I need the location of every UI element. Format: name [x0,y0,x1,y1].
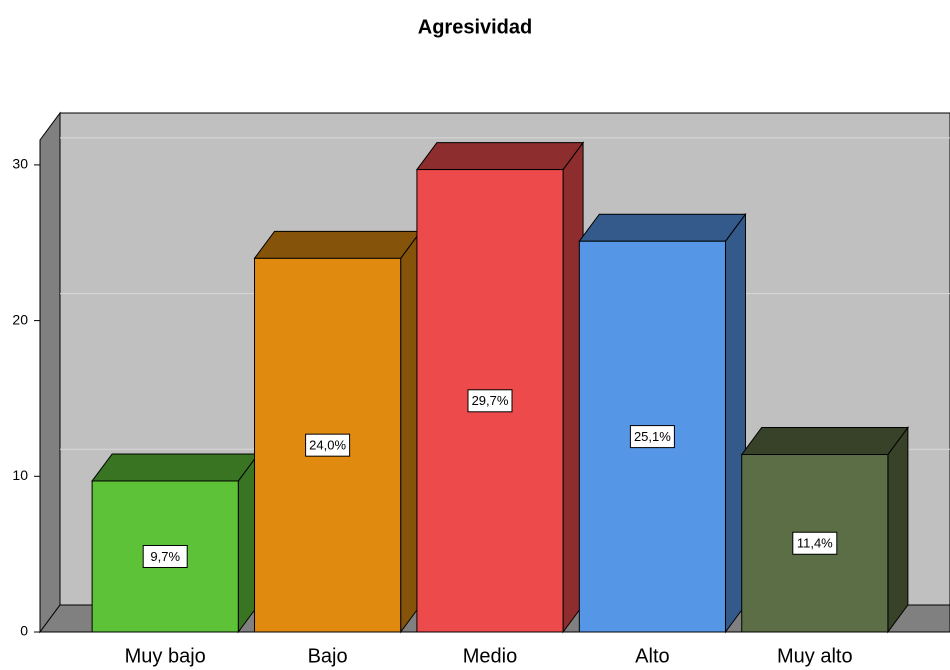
bar-top [740,427,909,456]
data-label: 29,7% [472,393,509,408]
data-label: 24,0% [309,438,346,453]
data-label-box [629,425,675,449]
data-label-box [305,433,351,457]
y-tick-label: 0 [20,623,28,639]
bar-top [91,453,260,482]
x-tick-label: Muy alto [777,645,853,667]
data-label: 9,7% [150,549,180,564]
x-tick-label: Medio [463,645,517,667]
bar-top [253,230,422,259]
y-tick-label: 10 [12,467,28,483]
data-label-box [792,531,838,555]
x-tick-label: Muy bajo [125,645,206,667]
bar-top [578,213,747,242]
y-tick-label: 30 [12,156,28,172]
bar-side [887,425,909,634]
y-tick-label: 20 [12,311,28,327]
data-label-box [142,544,188,568]
chart-title: Agresividad [418,16,532,38]
bar-top [415,142,585,171]
x-tick-label: Bajo [308,645,348,667]
data-label: 11,4% [797,536,833,551]
left-wall [39,111,61,634]
x-tick-label: Alto [635,645,669,667]
data-label: 25,1% [634,429,671,444]
data-label-box [467,389,513,413]
